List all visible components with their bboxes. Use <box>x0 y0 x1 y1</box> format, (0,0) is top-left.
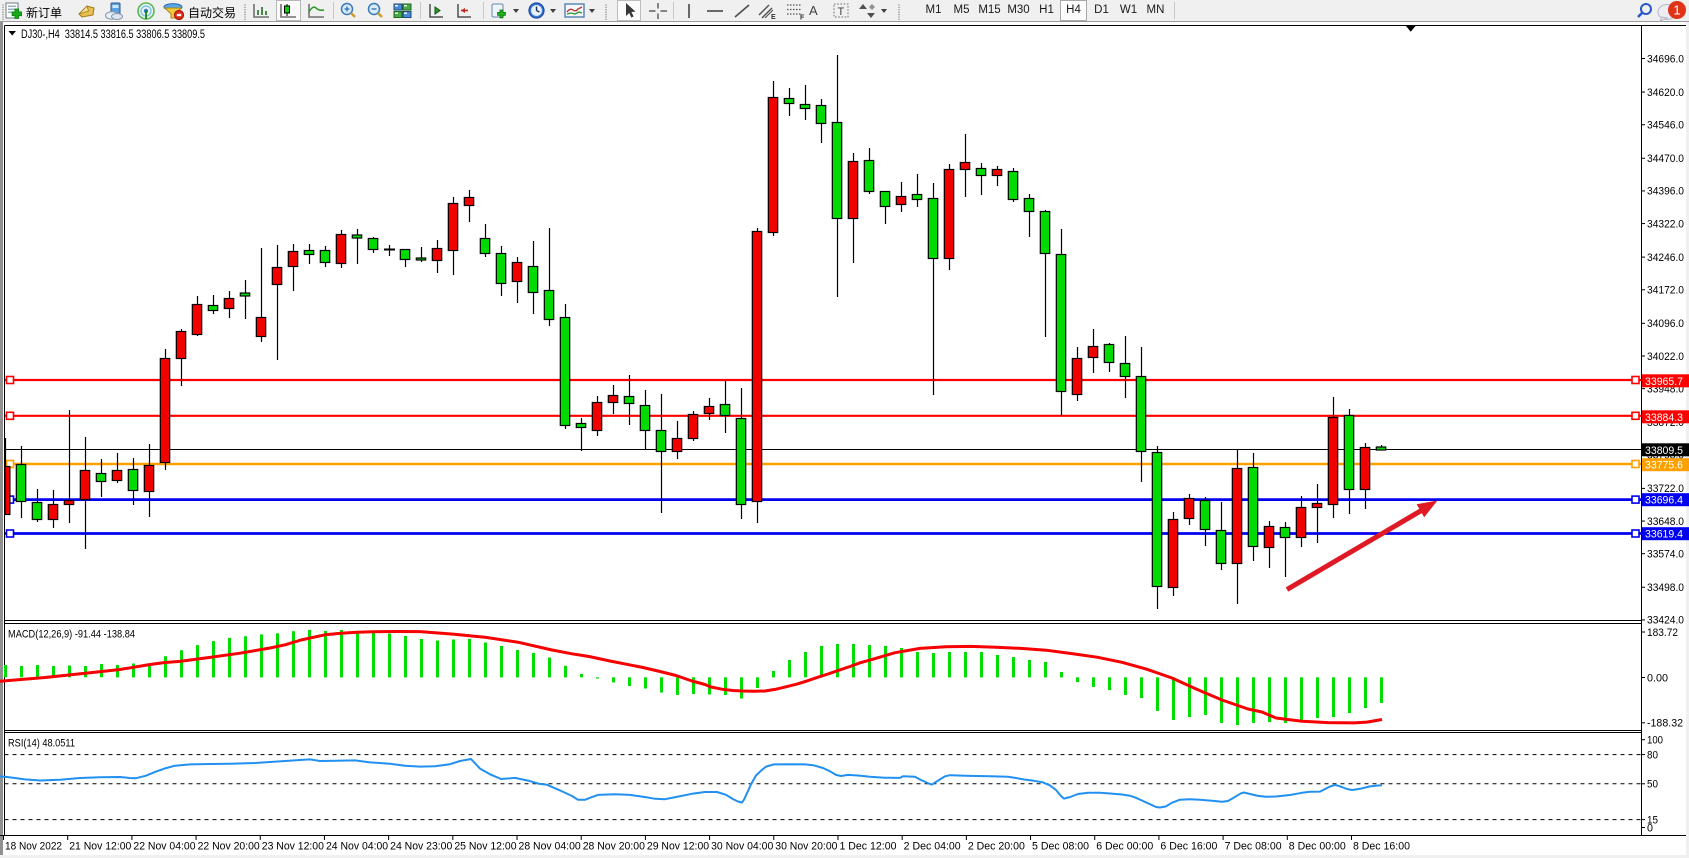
svg-text:25 Nov 12:00: 25 Nov 12:00 <box>454 841 516 853</box>
svg-text:33809.5: 33809.5 <box>1645 445 1683 457</box>
svg-text:DJ30-,H4 33814.5 33816.5 3380: DJ30-,H4 33814.5 33816.5 33806.5 33809.5 <box>21 29 205 41</box>
svg-text:E: E <box>771 14 776 20</box>
svg-text:33696.4: 33696.4 <box>1645 495 1683 507</box>
svg-text:1 Dec 12:00: 1 Dec 12:00 <box>839 841 896 853</box>
svg-text:33424.0: 33424.0 <box>1647 615 1684 627</box>
svg-text:33648.0: 33648.0 <box>1647 516 1684 528</box>
svg-text:33574.0: 33574.0 <box>1647 549 1684 561</box>
svg-text:23 Nov 12:00: 23 Nov 12:00 <box>262 841 324 853</box>
svg-text:33965.7: 33965.7 <box>1645 376 1683 388</box>
svg-text:0.00: 0.00 <box>1647 672 1668 684</box>
svg-text:50: 50 <box>1647 779 1658 791</box>
svg-text:183.72: 183.72 <box>1647 627 1678 639</box>
svg-text:34322.0: 34322.0 <box>1647 218 1684 230</box>
svg-text:24 Nov 04:00: 24 Nov 04:00 <box>326 841 388 853</box>
svg-text:0: 0 <box>1647 822 1653 834</box>
svg-text:30 Nov 04:00: 30 Nov 04:00 <box>711 841 773 853</box>
svg-text:29 Nov 12:00: 29 Nov 12:00 <box>647 841 709 853</box>
svg-text:34172.0: 34172.0 <box>1647 285 1684 297</box>
svg-text:22 Nov 04:00: 22 Nov 04:00 <box>133 841 195 853</box>
svg-text:1: 1 <box>1673 3 1680 18</box>
svg-text:33722.0: 33722.0 <box>1647 483 1684 495</box>
svg-text:34246.0: 34246.0 <box>1647 252 1684 264</box>
svg-text:-188.32: -188.32 <box>1647 718 1683 730</box>
svg-text:30 Nov 20:00: 30 Nov 20:00 <box>775 841 837 853</box>
svg-text:24 Nov 23:00: 24 Nov 23:00 <box>390 841 452 853</box>
svg-text:33619.4: 33619.4 <box>1645 529 1683 541</box>
svg-text:80: 80 <box>1647 749 1658 761</box>
svg-text:15: 15 <box>1647 814 1658 826</box>
svg-text:21 Nov 12:00: 21 Nov 12:00 <box>69 841 131 853</box>
svg-text:MACD(12,26,9) -91.44 -138.84: MACD(12,26,9) -91.44 -138.84 <box>8 629 135 641</box>
svg-text:33498.0: 33498.0 <box>1647 582 1684 594</box>
svg-text:33775.6: 33775.6 <box>1645 460 1683 472</box>
svg-text:34696.0: 34696.0 <box>1647 53 1684 65</box>
svg-text:8 Dec 00:00: 8 Dec 00:00 <box>1289 841 1346 853</box>
svg-text:T: T <box>838 6 845 18</box>
svg-text:6 Dec 16:00: 6 Dec 16:00 <box>1160 841 1217 853</box>
svg-text:2 Dec 04:00: 2 Dec 04:00 <box>904 841 961 853</box>
svg-text:RSI(14) 48.0511: RSI(14) 48.0511 <box>8 738 75 750</box>
svg-text:34620.0: 34620.0 <box>1647 87 1684 99</box>
svg-text:28 Nov 04:00: 28 Nov 04:00 <box>519 841 581 853</box>
svg-text:34546.0: 34546.0 <box>1647 120 1684 132</box>
svg-text:100: 100 <box>1647 735 1663 747</box>
svg-text:34470.0: 34470.0 <box>1647 153 1684 165</box>
svg-text:33884.3: 33884.3 <box>1645 412 1683 424</box>
svg-text:F: F <box>800 15 805 21</box>
svg-text:34096.0: 34096.0 <box>1647 318 1684 330</box>
svg-text:8 Dec 16:00: 8 Dec 16:00 <box>1353 841 1410 853</box>
svg-text:28 Nov 20:00: 28 Nov 20:00 <box>583 841 645 853</box>
svg-text:22 Nov 20:00: 22 Nov 20:00 <box>198 841 260 853</box>
svg-text:5 Dec 08:00: 5 Dec 08:00 <box>1032 841 1089 853</box>
svg-text:7 Dec 08:00: 7 Dec 08:00 <box>1225 841 1282 853</box>
svg-text:6 Dec 00:00: 6 Dec 00:00 <box>1096 841 1153 853</box>
svg-text:34396.0: 34396.0 <box>1647 186 1684 198</box>
svg-text:2 Dec 20:00: 2 Dec 20:00 <box>968 841 1025 853</box>
svg-text:34022.0: 34022.0 <box>1647 351 1684 363</box>
svg-text:18 Nov 2022: 18 Nov 2022 <box>5 841 62 853</box>
